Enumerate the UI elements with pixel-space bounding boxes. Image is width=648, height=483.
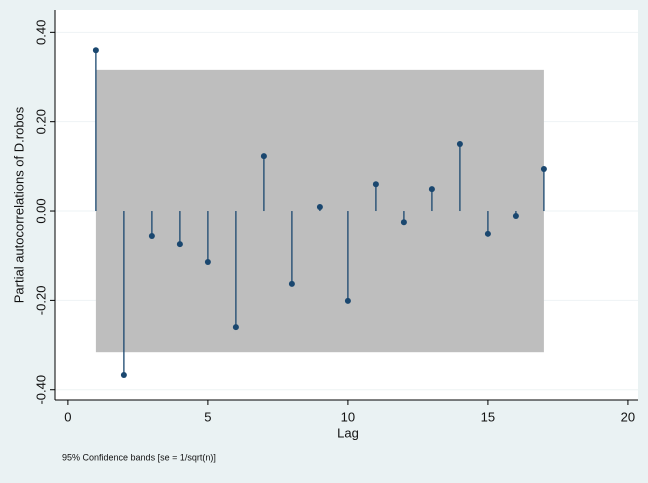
marker	[428, 186, 435, 193]
marker	[400, 219, 407, 226]
y-tick-label: -0.20	[33, 286, 48, 316]
y-tick-label: -0.40	[33, 375, 48, 405]
y-tick-label: 0.00	[33, 198, 48, 223]
y-tick-label: 0.40	[33, 20, 48, 45]
marker	[316, 204, 323, 211]
marker	[456, 141, 463, 148]
x-tick-label: 20	[621, 409, 635, 424]
marker	[260, 153, 267, 160]
y-tick-label: 0.20	[33, 109, 48, 134]
note: 95% Confidence bands [se = 1/sqrt(n)]	[62, 452, 216, 462]
x-tick-label: 5	[204, 409, 211, 424]
y-axis-label: Partial autocorrelations of D.robos	[11, 106, 26, 303]
marker	[344, 297, 351, 304]
marker	[288, 280, 295, 287]
x-tick-label: 0	[64, 409, 71, 424]
x-tick-label: 15	[481, 409, 495, 424]
marker	[372, 181, 379, 188]
marker	[204, 258, 211, 265]
marker	[512, 212, 519, 219]
x-tick-label: 10	[341, 409, 355, 424]
marker	[120, 371, 127, 378]
marker	[232, 324, 239, 331]
marker	[540, 166, 547, 173]
marker	[148, 233, 155, 240]
marker	[484, 230, 491, 237]
x-axis-label: Lag	[337, 425, 359, 440]
marker	[92, 47, 99, 54]
marker	[176, 241, 183, 248]
